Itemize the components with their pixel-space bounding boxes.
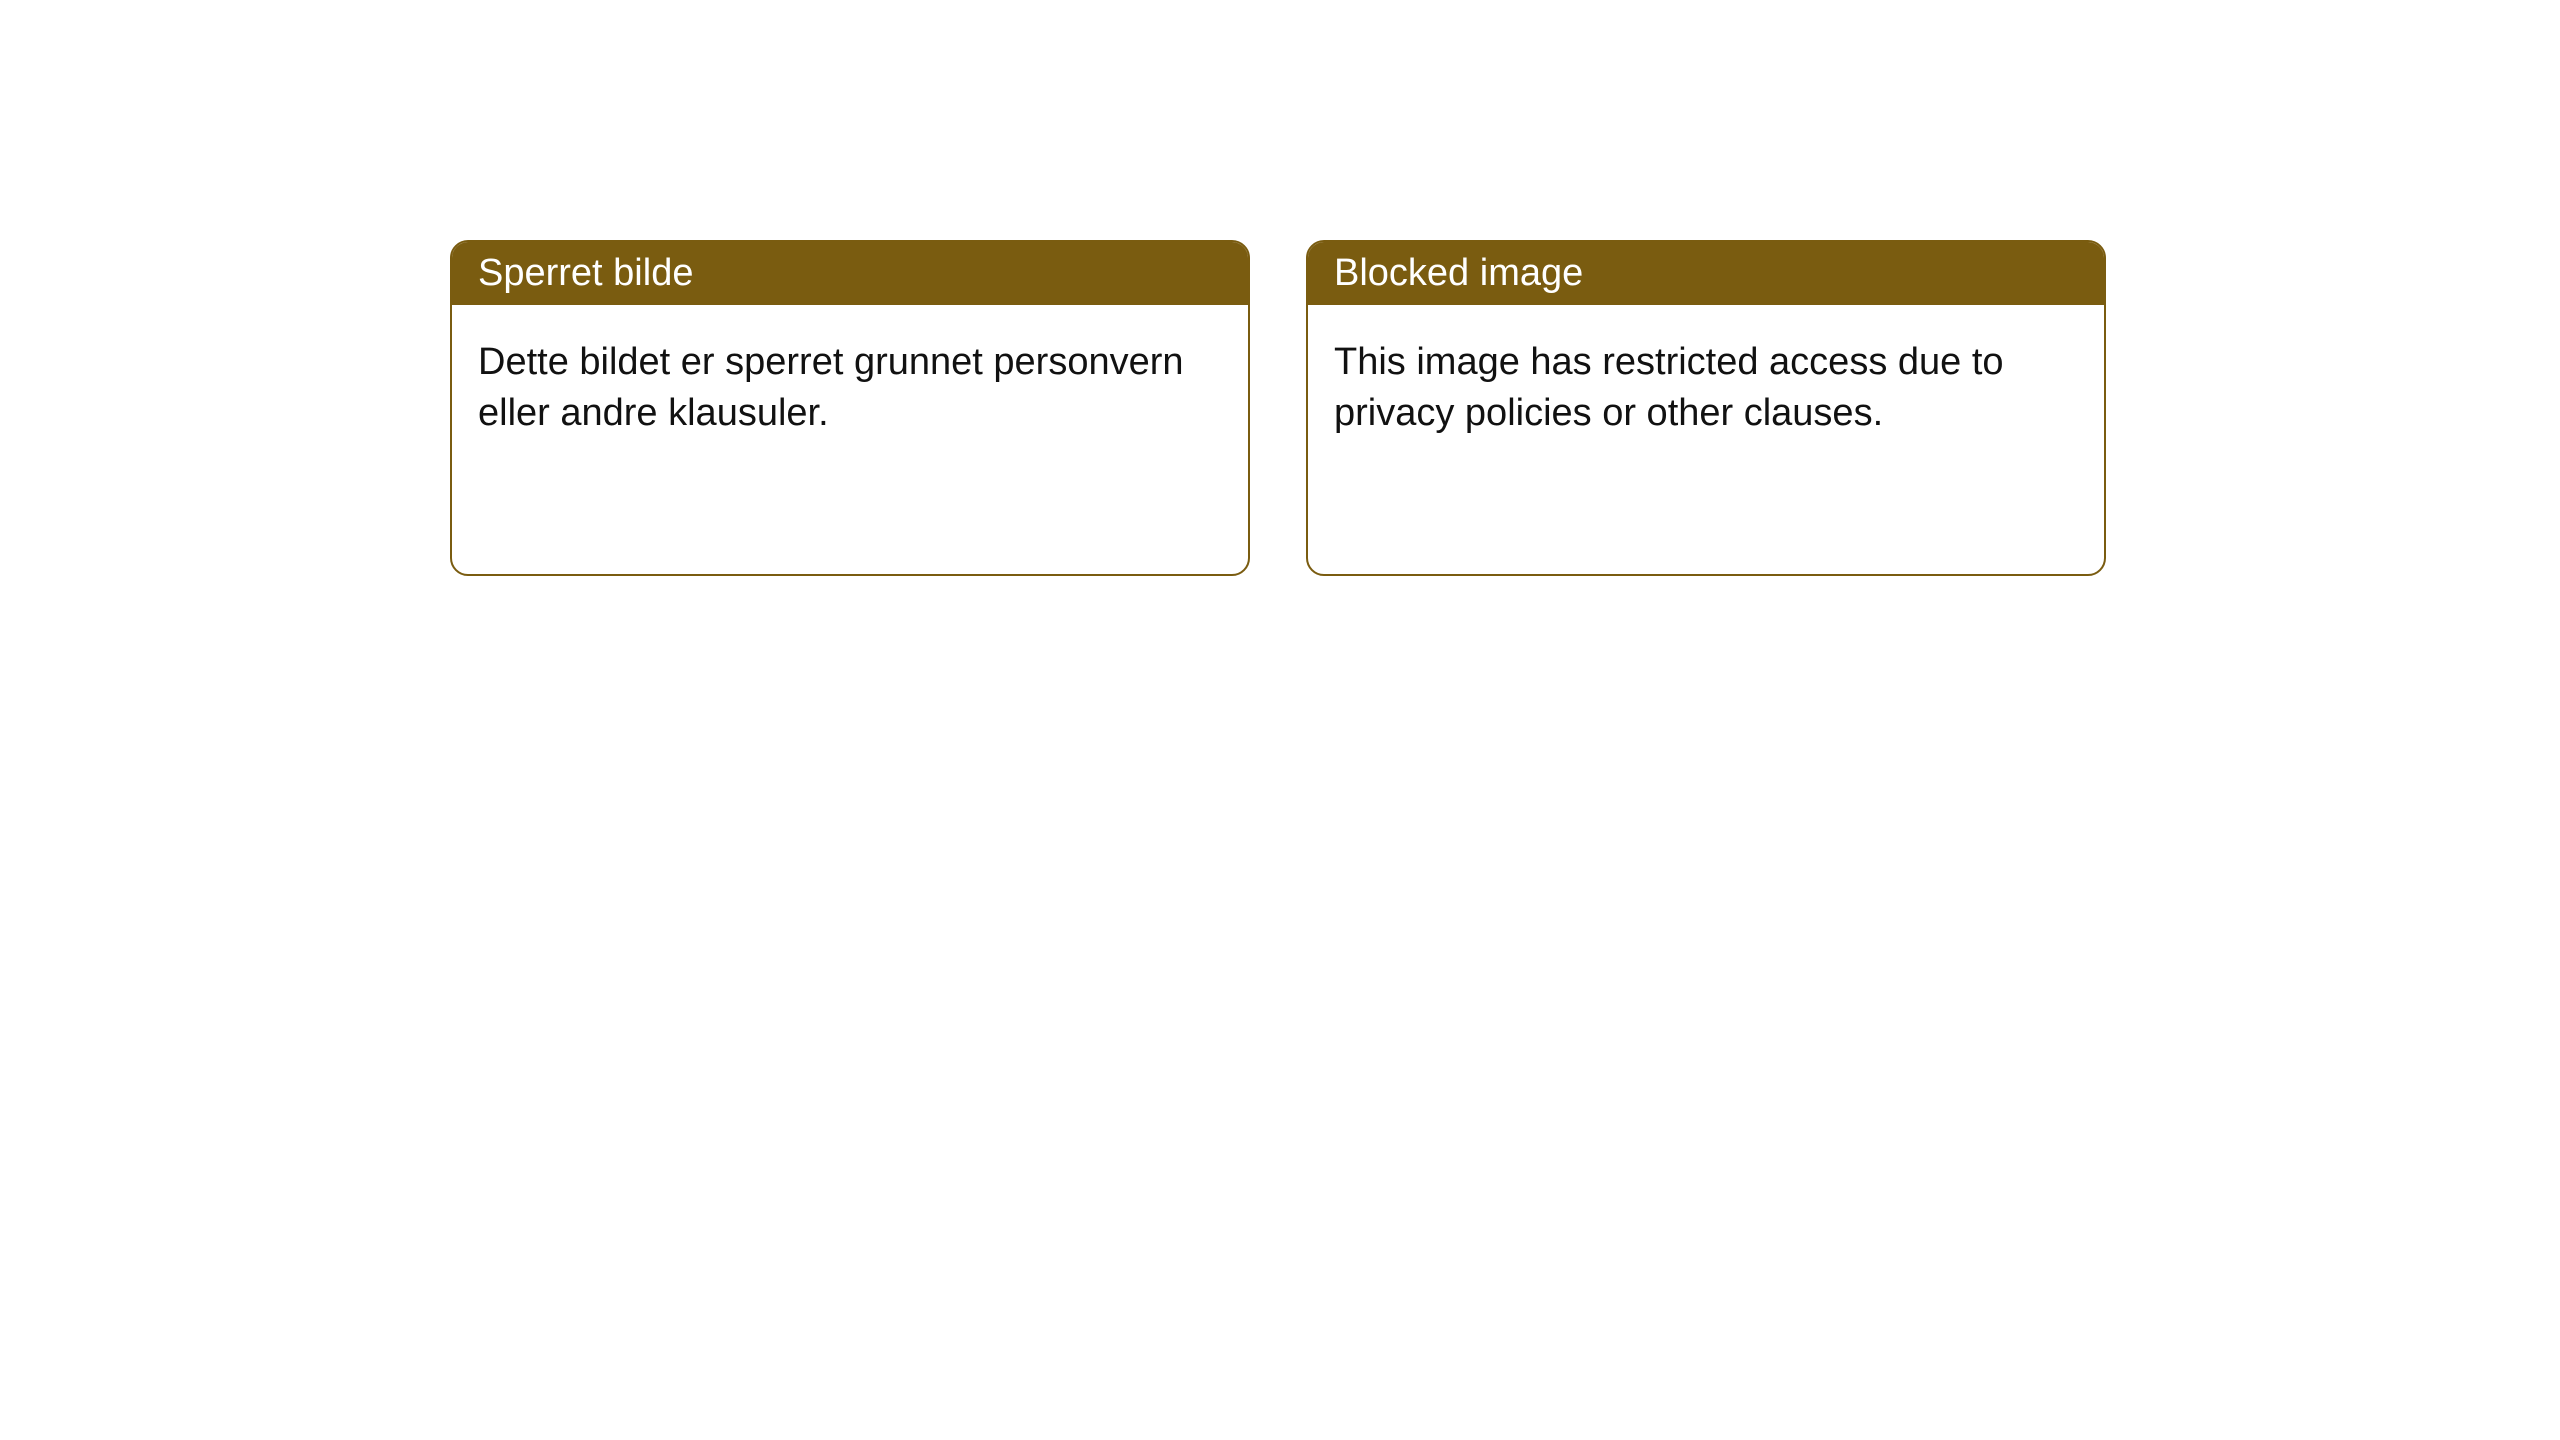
notices-container: Sperret bilde Dette bildet er sperret gr… [0, 0, 2560, 576]
notice-card-en: Blocked image This image has restricted … [1306, 240, 2106, 576]
notice-body-no: Dette bildet er sperret grunnet personve… [452, 305, 1248, 472]
notice-card-no: Sperret bilde Dette bildet er sperret gr… [450, 240, 1250, 576]
notice-body-en: This image has restricted access due to … [1308, 305, 2104, 472]
notice-title-no: Sperret bilde [452, 242, 1248, 305]
notice-title-en: Blocked image [1308, 242, 2104, 305]
